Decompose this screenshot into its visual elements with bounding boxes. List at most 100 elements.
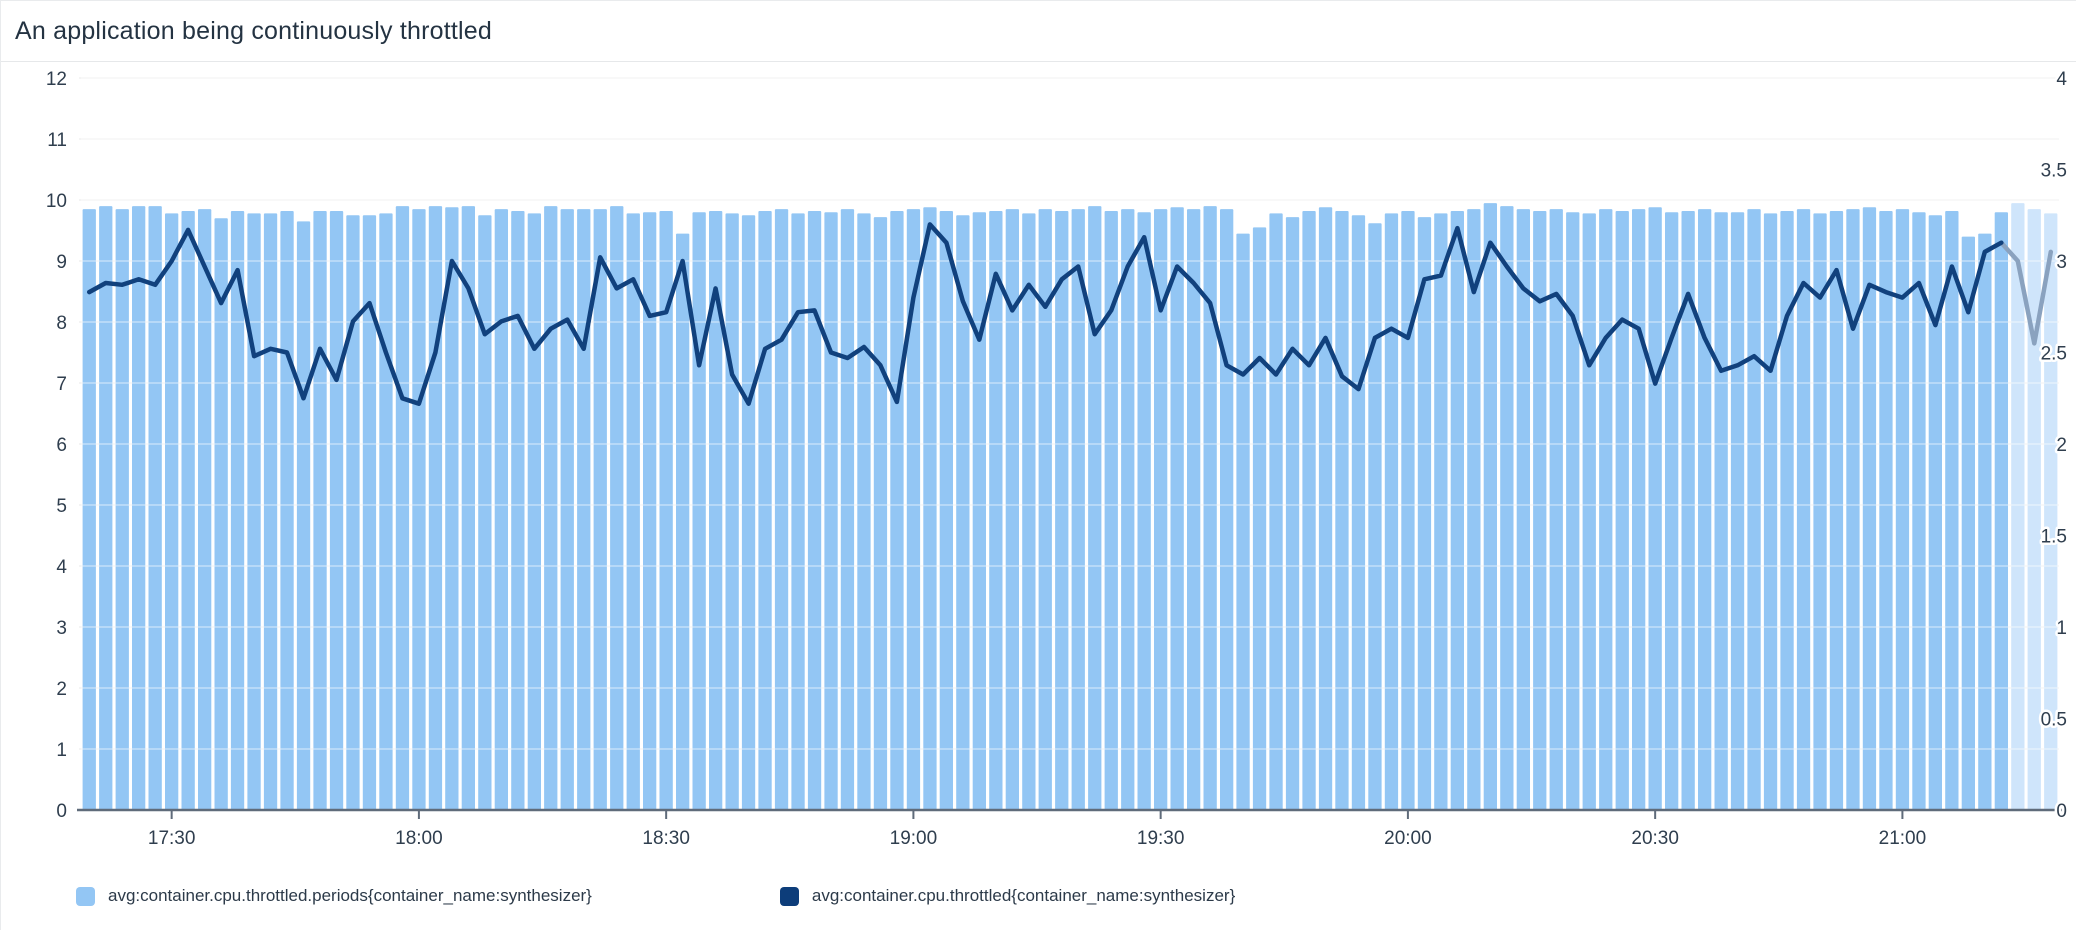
bar[interactable] — [1071, 209, 1085, 811]
bar[interactable] — [1285, 217, 1300, 811]
bar[interactable] — [1220, 209, 1234, 811]
bar[interactable] — [1005, 209, 1019, 811]
bar[interactable] — [2011, 203, 2025, 811]
bar[interactable] — [1912, 212, 1926, 810]
bar[interactable] — [99, 206, 113, 811]
bar[interactable] — [840, 209, 855, 811]
bar[interactable] — [1599, 209, 1613, 811]
bar[interactable] — [1582, 213, 1596, 810]
bar[interactable] — [428, 206, 443, 811]
bar[interactable] — [659, 211, 673, 810]
bar[interactable] — [956, 215, 970, 811]
bar[interactable] — [873, 217, 888, 811]
bar[interactable] — [1862, 207, 1877, 811]
bar[interactable] — [807, 211, 822, 810]
bar[interactable] — [115, 209, 129, 811]
bar[interactable] — [1928, 215, 1942, 811]
bar[interactable] — [280, 211, 294, 810]
bar[interactable] — [527, 213, 541, 810]
bar[interactable] — [1170, 207, 1184, 811]
bar[interactable] — [1500, 206, 1514, 811]
bar[interactable] — [1615, 211, 1629, 810]
bar[interactable] — [362, 215, 377, 811]
bar[interactable] — [1681, 211, 1695, 810]
bar[interactable] — [1450, 211, 1464, 810]
bar[interactable] — [676, 233, 690, 811]
bar[interactable] — [544, 206, 558, 811]
bar[interactable] — [610, 206, 624, 811]
bar[interactable] — [626, 213, 640, 810]
bars-series-throttled-periods[interactable] — [82, 203, 2058, 811]
bar[interactable] — [263, 213, 278, 810]
bar[interactable] — [1533, 211, 1547, 810]
bar[interactable] — [2044, 213, 2058, 810]
bar[interactable] — [1401, 211, 1415, 810]
bar[interactable] — [379, 213, 393, 810]
bar[interactable] — [1203, 206, 1217, 811]
bar[interactable] — [1088, 206, 1102, 811]
bar[interactable] — [1763, 213, 1778, 810]
bar[interactable] — [1829, 211, 1844, 810]
bar[interactable] — [643, 212, 657, 810]
bar[interactable] — [296, 221, 311, 810]
bar[interactable] — [577, 209, 591, 811]
bar[interactable] — [1796, 209, 1811, 811]
bar[interactable] — [1813, 213, 1827, 810]
bar[interactable] — [230, 211, 245, 810]
bar[interactable] — [1978, 233, 1992, 811]
legend-item-throttled[interactable]: avg:container.cpu.throttled{container_na… — [779, 886, 1235, 906]
bar[interactable] — [132, 206, 146, 811]
bar[interactable] — [1698, 209, 1712, 811]
bar[interactable] — [1714, 212, 1728, 810]
bar[interactable] — [560, 209, 574, 811]
bar[interactable] — [412, 209, 426, 811]
bar[interactable] — [1154, 209, 1168, 811]
bar[interactable] — [1846, 209, 1860, 811]
bar[interactable] — [692, 212, 706, 810]
bar[interactable] — [1730, 212, 1745, 810]
bar[interactable] — [1665, 212, 1679, 810]
bar[interactable] — [593, 209, 607, 811]
line-segment[interactable] — [86, 222, 2004, 406]
bar[interactable] — [1104, 211, 1118, 810]
bar[interactable] — [329, 211, 344, 810]
bar[interactable] — [923, 207, 937, 811]
bar[interactable] — [906, 209, 921, 811]
line-estimated-segment[interactable] — [1999, 240, 2054, 346]
bar[interactable] — [198, 209, 212, 811]
bar[interactable] — [1780, 211, 1794, 810]
bar[interactable] — [1351, 215, 1366, 811]
bar[interactable] — [181, 211, 195, 810]
bar[interactable] — [857, 213, 871, 810]
bar[interactable] — [165, 213, 179, 810]
bar[interactable] — [247, 213, 261, 810]
bar[interactable] — [1022, 213, 1036, 810]
bar[interactable] — [1417, 217, 1432, 811]
bar[interactable] — [1994, 212, 2008, 810]
bar[interactable] — [1038, 209, 1052, 811]
bar[interactable] — [774, 209, 789, 811]
bar[interactable] — [1137, 212, 1151, 810]
bar[interactable] — [1236, 233, 1250, 811]
bar[interactable] — [1187, 209, 1201, 811]
chart-canvas[interactable]: 17:30 18:00 18:30 19:00 19:30 20:00 20:30 21:00… — [1, 62, 2076, 850]
bar[interactable] — [741, 215, 756, 811]
bar[interactable] — [1516, 209, 1530, 811]
bar[interactable] — [1483, 203, 1497, 811]
bar[interactable] — [725, 213, 739, 810]
bar[interactable] — [1269, 213, 1283, 810]
bar[interactable] — [1566, 212, 1580, 810]
bar[interactable] — [824, 212, 838, 810]
bar[interactable] — [511, 211, 525, 810]
line-series-throttled[interactable] — [86, 222, 2054, 406]
bar[interactable] — [1747, 209, 1761, 811]
bar[interactable] — [972, 212, 986, 810]
bar[interactable] — [1335, 211, 1349, 810]
bar[interactable] — [939, 211, 953, 810]
bar[interactable] — [758, 211, 772, 810]
bar[interactable] — [395, 206, 410, 811]
bar[interactable] — [1318, 207, 1333, 811]
bar[interactable] — [1945, 211, 1959, 810]
bar[interactable] — [1384, 213, 1399, 810]
bar[interactable] — [214, 218, 228, 811]
